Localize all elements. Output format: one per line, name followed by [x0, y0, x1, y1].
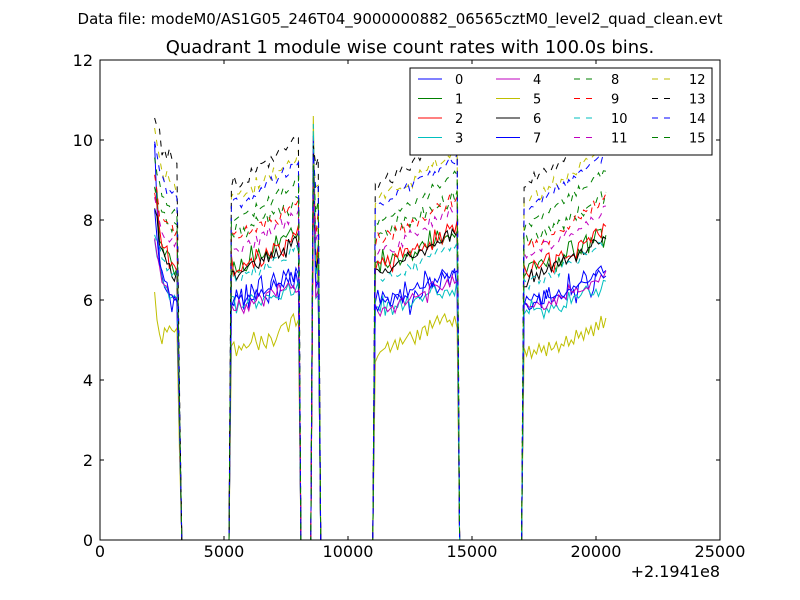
series-line-7: [154, 135, 607, 540]
x-tick-label: 5000: [204, 542, 245, 561]
x-offset-label: +2.1941e8: [631, 562, 720, 581]
series-line-3: [154, 157, 607, 540]
series-line-12: [154, 127, 607, 540]
series-line-5: [154, 115, 607, 540]
legend-label-11: 11: [611, 132, 628, 147]
x-tick-label: 0: [95, 542, 105, 561]
legend-label-14: 14: [689, 112, 706, 127]
legend-label-13: 13: [689, 93, 706, 108]
legend-label-15: 15: [689, 132, 706, 147]
x-tick-label: 10000: [323, 542, 374, 561]
legend-frame: [409, 67, 713, 156]
legend-label-7: 7: [533, 132, 541, 147]
series-line-8: [154, 172, 607, 540]
legend-label-5: 5: [533, 93, 541, 108]
series-line-6: [154, 168, 607, 540]
x-axis: 0 5000 10000 15000 20000 25000: [95, 60, 746, 561]
legend-label-8: 8: [611, 73, 619, 88]
y-tick-label: 0: [83, 531, 93, 550]
series-layer: [154, 115, 607, 540]
y-tick-label: 2: [83, 451, 93, 470]
chart-title: Quadrant 1 module wise count rates with …: [166, 37, 655, 58]
series-line-15: [154, 157, 606, 540]
y-tick-label: 12: [73, 51, 93, 70]
legend-label-2: 2: [455, 112, 463, 127]
y-tick-label: 4: [83, 371, 93, 390]
series-line-14: [154, 141, 606, 540]
series-line-0: [154, 143, 607, 540]
series-line-13: [154, 117, 607, 540]
legend-label-10: 10: [611, 112, 628, 127]
suptitle: Data file: modeM0/AS1G05_246T04_90000008…: [78, 10, 723, 29]
y-tick-label: 10: [73, 131, 93, 150]
series-line-4: [154, 165, 607, 540]
legend-label-0: 0: [455, 73, 463, 88]
legend-label-1: 1: [455, 93, 463, 108]
legend-label-6: 6: [533, 112, 541, 127]
legend-label-4: 4: [533, 73, 541, 88]
y-tick-label: 8: [83, 211, 93, 230]
legend-label-3: 3: [455, 132, 463, 147]
y-tick-label: 6: [83, 291, 93, 310]
series-line-10: [154, 123, 607, 540]
x-tick-label: 15000: [447, 542, 498, 561]
series-line-2: [154, 192, 607, 540]
x-tick-label: 25000: [695, 542, 746, 561]
legend-label-9: 9: [611, 93, 619, 108]
x-tick-label: 20000: [571, 542, 622, 561]
legend-label-12: 12: [689, 73, 706, 88]
